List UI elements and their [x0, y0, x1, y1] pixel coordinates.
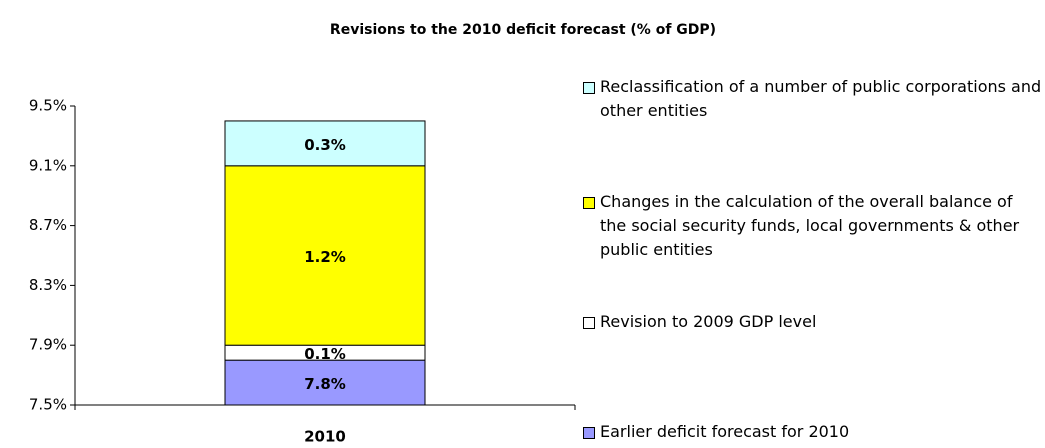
value-label: 7.8% [304, 375, 346, 393]
legend-swatch [583, 427, 595, 439]
legend-label: Revision to 2009 GDP level [600, 312, 817, 331]
legend-swatch [583, 317, 595, 329]
x-tick-label: 2010 [304, 428, 346, 446]
value-label: 0.3% [304, 136, 346, 154]
bar-segment [224, 120, 426, 167]
legend-item: Revision to 2009 GDP level [583, 310, 1043, 334]
y-tick-label: 7.5% [29, 396, 67, 414]
y-tick-label: 9.5% [29, 97, 67, 115]
legend-swatch [583, 197, 595, 209]
y-tick-label: 8.3% [29, 276, 67, 294]
legend-label: Changes in the calculation of the overal… [600, 192, 1020, 259]
value-label: 1.2% [304, 248, 346, 266]
y-tick-label: 8.7% [29, 216, 67, 234]
legend-label: Earlier deficit forecast for 2010 [600, 422, 850, 441]
chart-title: Revisions to the 2010 deficit forecast (… [330, 22, 716, 38]
legend-item: Changes in the calculation of the overal… [583, 190, 1043, 262]
legend-item: Earlier deficit forecast for 2010 [583, 420, 1043, 444]
legend-swatch [583, 82, 595, 94]
legend-label: Reclassification of a number of public c… [600, 77, 1042, 120]
value-label: 0.1% [304, 345, 346, 363]
y-tick-label: 9.1% [29, 156, 67, 174]
legend-item: Reclassification of a number of public c… [583, 75, 1043, 123]
y-tick-label: 7.9% [29, 336, 67, 354]
bar-segment [224, 359, 426, 406]
